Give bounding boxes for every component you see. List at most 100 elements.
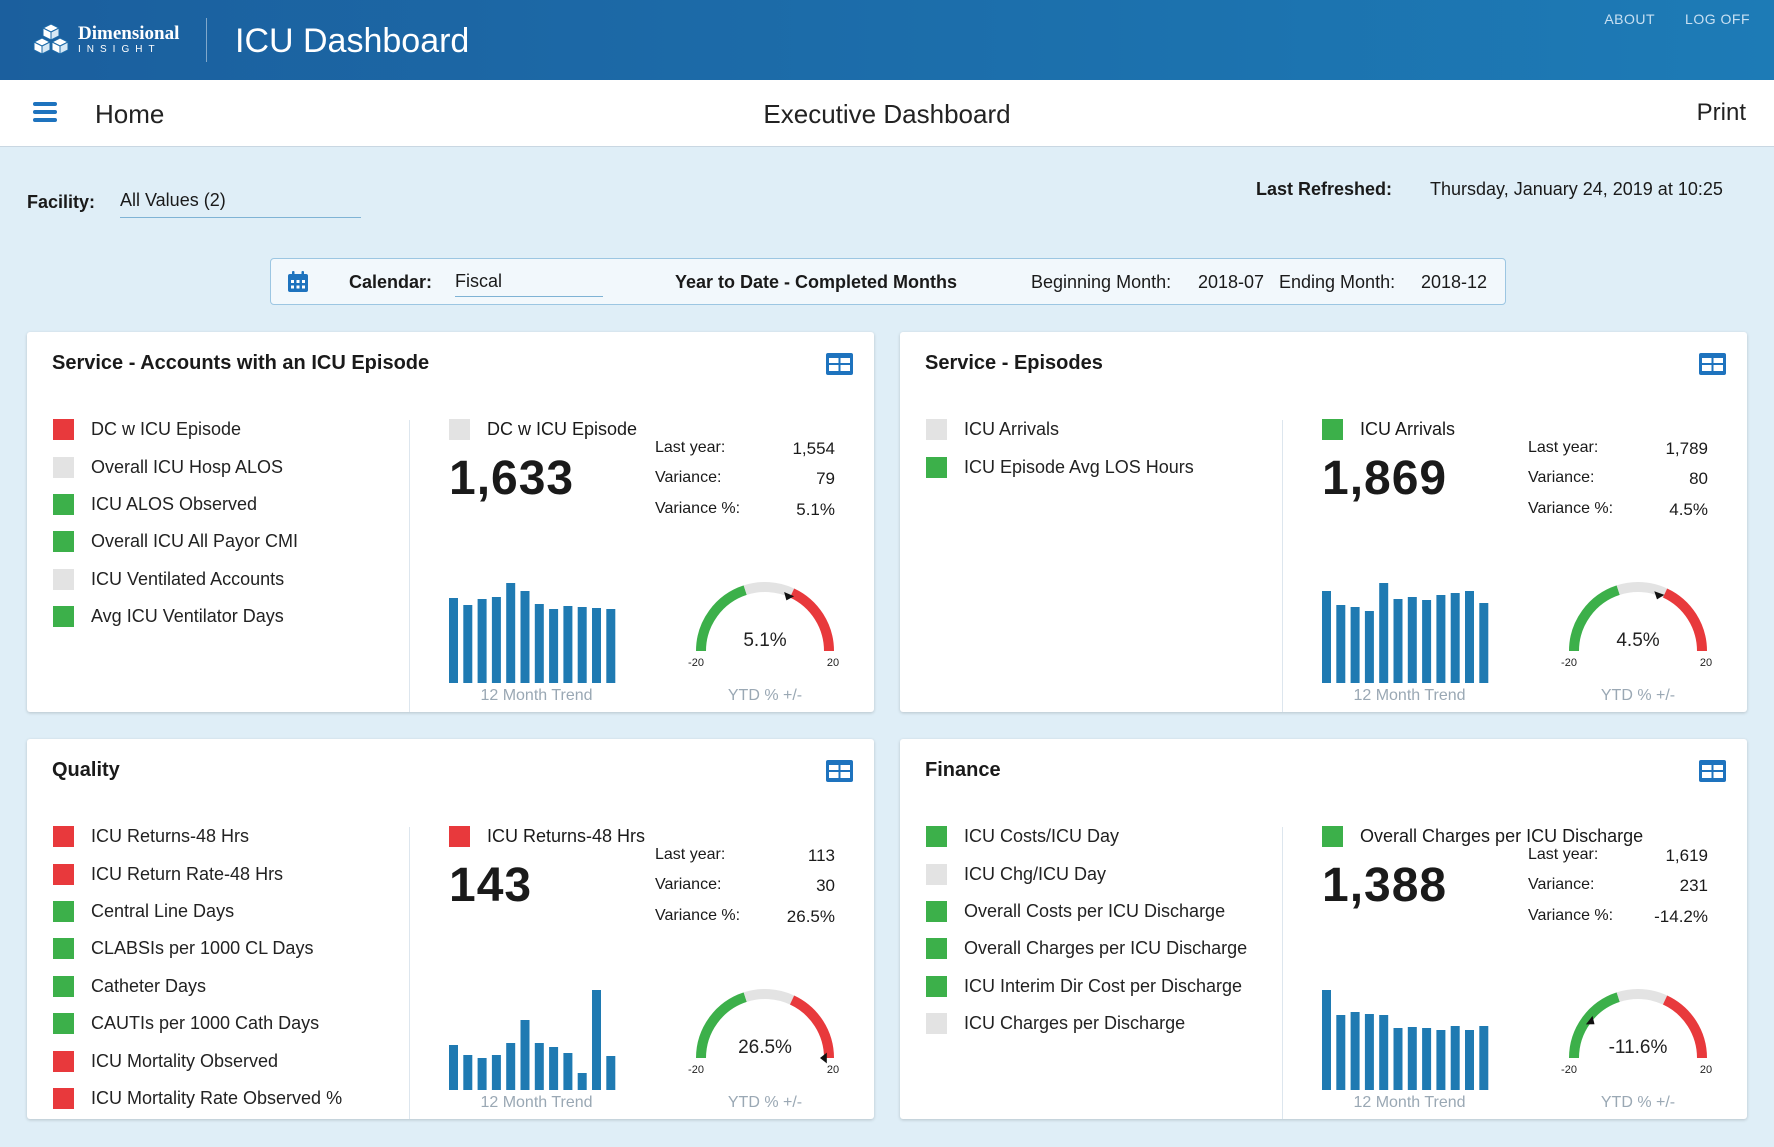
trend-chart[interactable] <box>449 988 624 1090</box>
big-value: 143 <box>449 859 533 912</box>
trend-bar <box>506 583 516 683</box>
end-month-value[interactable]: 2018-12 <box>1421 272 1488 292</box>
variance-pct-value: -14.2% <box>1654 907 1708 926</box>
ytd-gauge[interactable]: 5.1% -20 20 <box>687 573 843 683</box>
ytd-gauge[interactable]: 26.5% -20 20 <box>687 980 843 1090</box>
status-square <box>53 900 74 922</box>
gauge-max: 20 <box>1700 1064 1712 1076</box>
last-year-row: Last year: 1,619 <box>1528 846 1708 866</box>
calendar-select[interactable]: Fiscal <box>455 271 603 297</box>
gauge-max: 20 <box>827 657 839 669</box>
variance-row: Variance: 231 <box>1528 876 1708 896</box>
home-link[interactable]: Home <box>95 99 165 129</box>
gauge-arc-green <box>696 585 747 652</box>
gauge-label: YTD % +/- <box>1600 687 1676 704</box>
variance-pct-row: Variance %: 26.5% <box>655 907 835 927</box>
status-square <box>926 826 947 848</box>
metric-item-overall-icu-hosp-alos[interactable]: Overall ICU Hosp ALOS <box>53 448 298 485</box>
status-square <box>926 456 947 478</box>
status-square <box>53 456 74 478</box>
detail-header: DC w ICU Episode <box>449 411 849 448</box>
status-square <box>53 1013 74 1035</box>
trend-bar <box>491 597 501 683</box>
table-view-icon[interactable] <box>826 353 853 375</box>
ytd-gauge[interactable]: 4.5% -20 20 <box>1560 573 1716 683</box>
variance-value: 80 <box>1689 469 1708 488</box>
card-divider <box>409 827 410 1119</box>
begin-month-value[interactable]: 2018-07 <box>1198 272 1265 292</box>
card-service-accounts-with-an-icu-episode: Service - Accounts with an ICU Episode D… <box>27 332 874 712</box>
metric-item-icu-costs-icu-day[interactable]: ICU Costs/ICU Day <box>926 818 1247 855</box>
last-year-value: 1,789 <box>1665 439 1708 458</box>
last-year-value: 113 <box>807 846 835 865</box>
metric-item-overall-costs-per-icu-discharge[interactable]: Overall Costs per ICU Discharge <box>926 893 1247 930</box>
trend-bar <box>606 609 616 683</box>
metric-item-clabsis-per-1000-cl-days[interactable]: CLABSIs per 1000 CL Days <box>53 930 342 967</box>
trend-chart[interactable] <box>449 581 624 683</box>
about-link[interactable]: ABOUT <box>1604 11 1656 27</box>
gauge-value: 5.1% <box>743 630 786 651</box>
trend-bar <box>1479 1026 1489 1090</box>
print-button[interactable]: Print <box>1696 99 1746 126</box>
variance-row: Variance: 80 <box>1528 469 1708 489</box>
trend-bar <box>520 1020 530 1090</box>
metric-item-cautis-per-1000-cath-days[interactable]: CAUTIs per 1000 Cath Days <box>53 1005 342 1042</box>
metric-item-overall-charges-per-icu-discharge[interactable]: Overall Charges per ICU Discharge <box>926 930 1247 967</box>
gauge-arc-red <box>1662 995 1707 1059</box>
variance-pct-row: Variance %: 4.5% <box>1528 500 1708 520</box>
metric-item-icu-episode-avg-los-hours[interactable]: ICU Episode Avg LOS Hours <box>926 448 1194 485</box>
metric-label: ICU ALOS Observed <box>91 493 258 514</box>
variance-pct-value: 4.5% <box>1669 500 1708 519</box>
gauge-arc-green <box>696 992 747 1059</box>
metric-item-icu-mortality-rate-observed[interactable]: ICU Mortality Rate Observed % <box>53 1080 342 1117</box>
metric-label: Avg ICU Ventilator Days <box>91 606 284 627</box>
gauge-value: 26.5% <box>738 1037 792 1058</box>
trend-bar <box>491 1055 501 1090</box>
metric-item-icu-ventilated-accounts[interactable]: ICU Ventilated Accounts <box>53 561 298 598</box>
trend-bar <box>577 607 587 683</box>
trend-bar <box>549 609 559 683</box>
metric-item-icu-return-rate-48-hrs[interactable]: ICU Return Rate-48 Hrs <box>53 855 342 892</box>
trend-bar <box>449 1045 458 1090</box>
metric-item-icu-arrivals[interactable]: ICU Arrivals <box>926 411 1194 448</box>
detail-header: ICU Returns-48 Hrs <box>449 818 849 855</box>
table-view-icon[interactable] <box>826 760 853 782</box>
facility-select[interactable]: All Values (2) <box>120 190 361 218</box>
menu-icon[interactable] <box>33 102 57 122</box>
trend-chart[interactable] <box>1322 988 1497 1090</box>
trend-chart[interactable] <box>1322 581 1497 683</box>
table-view-icon[interactable] <box>1699 760 1726 782</box>
metric-item-avg-icu-ventilator-days[interactable]: Avg ICU Ventilator Days <box>53 598 298 635</box>
trend-bar <box>463 605 473 683</box>
status-square <box>53 1087 74 1109</box>
metric-item-icu-returns-48-hrs[interactable]: ICU Returns-48 Hrs <box>53 818 342 855</box>
metric-item-icu-charges-per-discharge[interactable]: ICU Charges per Discharge <box>926 1005 1247 1042</box>
card-finance: Finance ICU Costs/ICU Day ICU Chg/ICU Day… <box>900 739 1747 1119</box>
calendar-icon[interactable] <box>286 270 310 294</box>
metric-item-icu-mortality-observed[interactable]: ICU Mortality Observed <box>53 1042 342 1079</box>
detail-label: Overall Charges per ICU Discharge <box>1360 826 1644 846</box>
trend-bar <box>1364 611 1374 683</box>
variance-value: 231 <box>1679 876 1708 895</box>
variance-pct-row: Variance %: 5.1% <box>655 500 835 520</box>
metric-item-icu-chg-icu-day[interactable]: ICU Chg/ICU Day <box>926 855 1247 892</box>
metric-item-overall-icu-all-payor-cmi[interactable]: Overall ICU All Payor CMI <box>53 523 298 560</box>
card-title: Quality <box>52 759 120 781</box>
metric-item-icu-interim-dir-cost-per-discharge[interactable]: ICU Interim Dir Cost per Discharge <box>926 968 1247 1005</box>
table-view-icon[interactable] <box>1699 353 1726 375</box>
variance-pct-row: Variance %: -14.2% <box>1528 907 1708 927</box>
status-square <box>53 863 74 885</box>
metric-item-dc-w-icu-episode[interactable]: DC w ICU Episode <box>53 411 298 448</box>
variance-label: Variance: <box>655 469 722 486</box>
header-divider <box>206 18 207 62</box>
metric-item-catheter-days[interactable]: Catheter Days <box>53 968 342 1005</box>
metric-label: Overall ICU All Payor CMI <box>91 531 299 552</box>
gauge-pointer <box>1585 1015 1595 1025</box>
logoff-link[interactable]: LOG OFF <box>1685 11 1750 27</box>
metric-item-central-line-days[interactable]: Central Line Days <box>53 893 342 930</box>
metric-item-icu-alos-observed[interactable]: ICU ALOS Observed <box>53 486 298 523</box>
last-refreshed-label: Last Refreshed: <box>1256 179 1393 199</box>
variance-pct-label: Variance %: <box>655 500 741 517</box>
metric-list: ICU Arrivals ICU Episode Avg LOS Hours <box>926 411 1194 486</box>
ytd-gauge[interactable]: -11.6% -20 20 <box>1560 980 1716 1090</box>
